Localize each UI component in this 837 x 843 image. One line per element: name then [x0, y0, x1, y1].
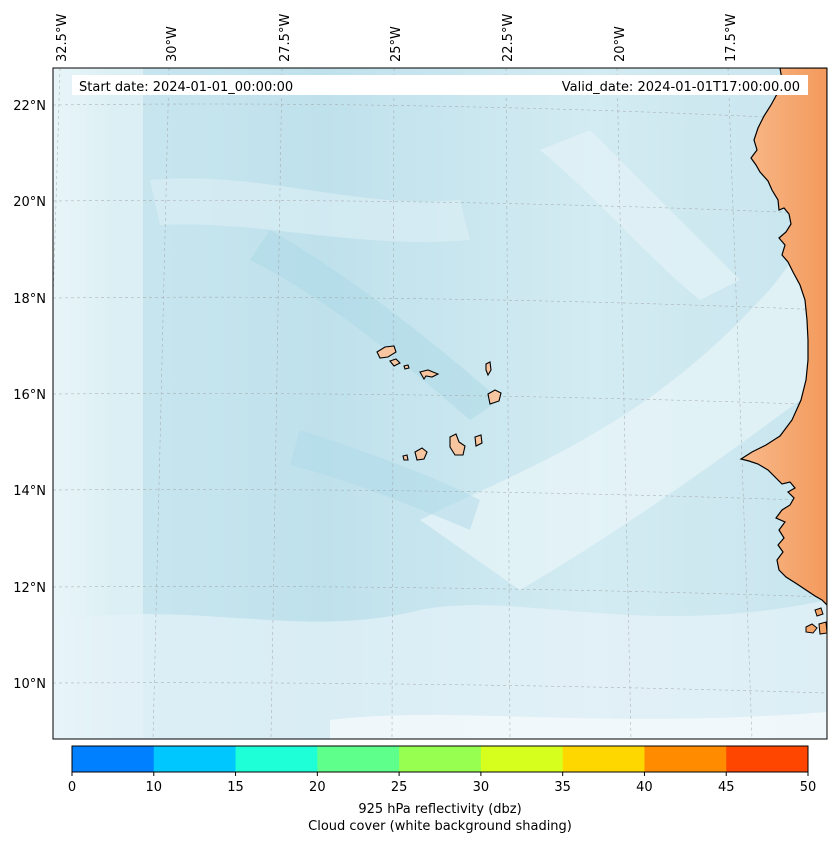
lat-label: 18°N [13, 292, 46, 307]
island-santo-antao [376, 345, 397, 359]
island-santiago [449, 433, 466, 456]
lon-label: 22.5°W [501, 14, 516, 62]
lon-label: 25°W [389, 26, 404, 62]
lon-label: 20°W [613, 26, 628, 62]
colorbar-tick-label: 0 [68, 780, 76, 795]
lon-label: 27.5°W [278, 14, 293, 62]
map-area [53, 68, 827, 739]
map-frame [52, 67, 828, 740]
lat-label: 10°N [13, 677, 46, 692]
lat-label: 22°N [13, 99, 46, 114]
longitude-labels: 32.5°W 30°W 27.5°W 25°W 22.5°W 20°W 17.5… [55, 14, 739, 62]
cloud-texture [53, 68, 827, 739]
lon-label: 17.5°W [724, 14, 739, 62]
island-sal [485, 361, 492, 377]
island-fogo [414, 447, 428, 461]
colorbar: 0 10 15 20 25 30 35 40 45 50 [68, 745, 817, 795]
colorbar-label-cloud-cover: Cloud cover (white background shading) [308, 819, 572, 834]
valid-date-text: Valid_date: 2024-01-01T17:00:00.00 [562, 80, 800, 95]
island-boa-vista [487, 389, 502, 405]
colorbar-tick-label: 30 [473, 780, 490, 795]
colorbar-segment [562, 746, 645, 772]
colorbar-tick-label: 15 [227, 780, 244, 795]
date-info-box [72, 75, 808, 95]
lat-label: 20°N [13, 195, 46, 210]
island-sao-nicolau [419, 369, 440, 381]
island-santa-luzia [403, 364, 410, 370]
island-sao-vicente [389, 358, 401, 367]
colorbar-tick-label: 20 [309, 780, 326, 795]
latitude-labels: 22°N 20°N 18°N 16°N 14°N 12°N 10°N [13, 99, 46, 692]
colorbar-segment [399, 746, 482, 772]
island-brava [402, 454, 409, 461]
colorbar-tick-label: 35 [554, 780, 571, 795]
start-date-text: Start date: 2024-01-01_00:00:00 [79, 80, 293, 95]
colorbar-segment [72, 746, 155, 772]
lat-label: 16°N [13, 388, 46, 403]
colorbar-segment [317, 746, 400, 772]
bijagos-island-3 [818, 621, 827, 635]
island-maio [474, 434, 483, 447]
lat-label: 14°N [13, 484, 46, 499]
colorbar-tick-label: 10 [146, 780, 163, 795]
colorbar-tick-label: 45 [718, 780, 735, 795]
bijagos-island-1 [805, 623, 818, 634]
colorbar-segment [153, 746, 237, 772]
cape-verde-islands [376, 345, 502, 461]
colorbar-segment [235, 746, 318, 772]
lon-label: 32.5°W [55, 14, 70, 62]
bijagos-island-2 [814, 607, 824, 617]
colorbar-label-reflectivity: 925 hPa reflectivity (dbz) [358, 802, 521, 817]
lat-label: 12°N [13, 581, 46, 596]
africa-landmass [739, 68, 827, 606]
colorbar-segment [480, 746, 564, 772]
colorbar-frame [71, 745, 809, 773]
graticule [53, 68, 827, 739]
lon-label: 30°W [165, 26, 180, 62]
colorbar-segment [726, 746, 809, 772]
colorbar-tick-label: 50 [800, 780, 817, 795]
colorbar-tick-label: 40 [636, 780, 653, 795]
colorbar-segment [644, 746, 727, 772]
colorbar-tick-label: 25 [391, 780, 408, 795]
